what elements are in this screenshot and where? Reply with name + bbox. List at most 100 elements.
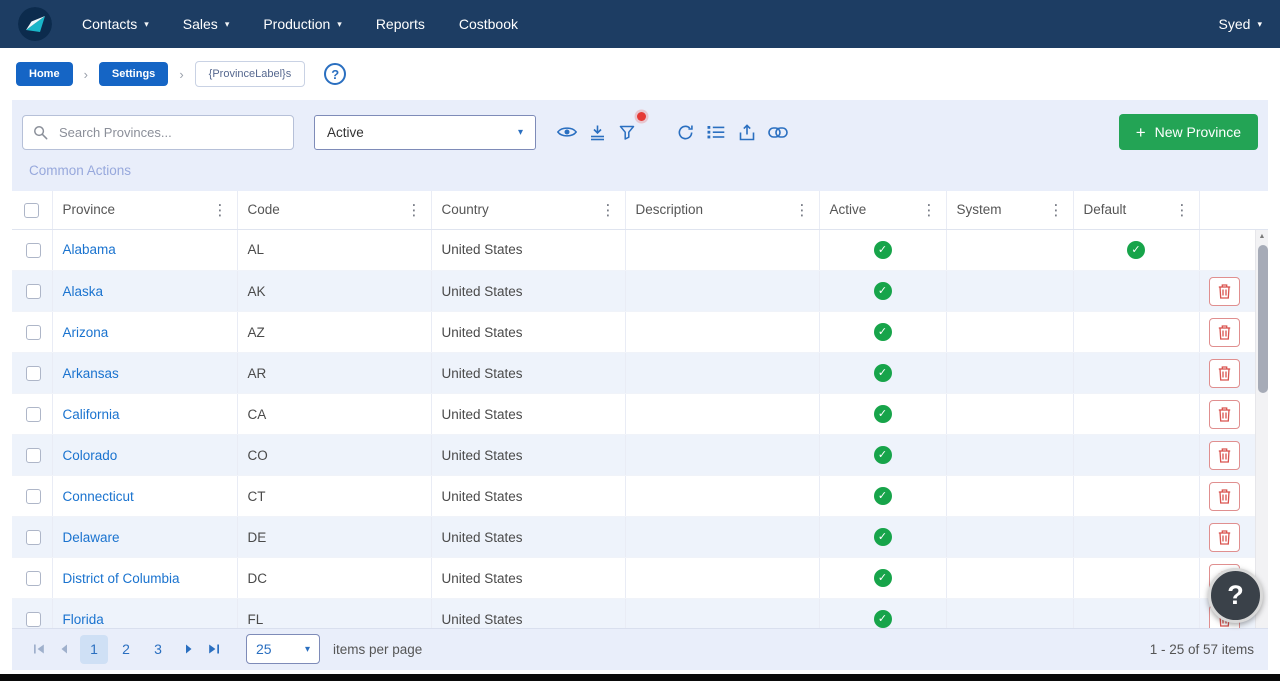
province-link[interactable]: Florida — [62, 611, 104, 627]
scrollbar-thumb[interactable] — [1257, 244, 1268, 393]
page-range-summary: 1 - 25 of 57 items — [1149, 641, 1254, 657]
export-icon[interactable] — [732, 117, 762, 147]
column-menu-icon[interactable]: ⋮ — [600, 201, 616, 219]
refresh-icon[interactable] — [670, 117, 700, 147]
status-filter-select[interactable]: Active ▾ — [314, 114, 536, 150]
link-icon[interactable] — [763, 117, 793, 147]
trash-icon — [1218, 324, 1230, 340]
breadcrumb-home[interactable]: Home — [16, 62, 73, 86]
select-all-checkbox[interactable] — [24, 202, 40, 218]
delete-button[interactable] — [1208, 522, 1240, 552]
column-menu-icon[interactable]: ⋮ — [212, 201, 228, 219]
column-menu-icon[interactable]: ⋮ — [406, 201, 422, 219]
province-link[interactable]: California — [62, 406, 120, 422]
grid-body-table: Alabama AL United States ✓ ✓ ✓ Alaska AK… — [12, 229, 1268, 628]
province-link[interactable]: Connecticut — [62, 488, 134, 504]
table-row: District of Columbia DC United States ✓ … — [12, 557, 1268, 599]
column-header-description: Description ⋮ — [625, 191, 820, 230]
nav-menu: Contacts ▾ Sales ▾ Production ▾ Reports Costboo… — [82, 16, 518, 32]
country-cell: United States — [431, 393, 626, 435]
active-check-icon: ✓ — [873, 487, 892, 506]
column-header-code: Code ⋮ — [237, 191, 432, 230]
code-cell: CA — [237, 393, 432, 435]
column-menu-icon[interactable]: ⋮ — [921, 201, 937, 219]
country-cell: United States — [431, 475, 626, 517]
nav-item-label: Sales — [182, 16, 218, 32]
page-button-1[interactable]: 1 — [80, 634, 108, 664]
page-size-value: 25 — [256, 641, 272, 657]
row-checkbox[interactable] — [26, 611, 42, 627]
province-link[interactable]: Colorado — [62, 447, 118, 463]
nav-item-production[interactable]: Production ▾ — [263, 16, 341, 32]
vertical-scrollbar[interactable]: ▲ — [1255, 229, 1268, 628]
new-province-button[interactable]: + New Province — [1118, 114, 1258, 150]
floating-help-button[interactable]: ? — [1208, 568, 1263, 623]
description-cell — [625, 598, 820, 628]
province-link[interactable]: Alaska — [62, 283, 104, 299]
delete-button[interactable] — [1208, 276, 1240, 306]
column-menu-icon[interactable]: ⋮ — [1048, 201, 1064, 219]
row-checkbox[interactable] — [26, 488, 42, 504]
nav-item-contacts[interactable]: Contacts ▾ — [82, 16, 149, 32]
breadcrumb-settings[interactable]: Settings — [98, 62, 169, 86]
description-cell — [625, 434, 820, 476]
search-input[interactable] — [57, 123, 283, 141]
row-checkbox[interactable] — [26, 283, 42, 299]
country-cell: United States — [431, 434, 626, 476]
breadcrumb-separator-icon: › — [83, 66, 88, 82]
default-check-icon: ✓ — [1127, 241, 1145, 259]
code-cell: AR — [237, 352, 432, 394]
province-link[interactable]: Arkansas — [62, 365, 119, 381]
nav-item-costbook[interactable]: Costbook — [459, 16, 518, 32]
description-cell — [625, 475, 820, 517]
filter-icon[interactable] — [612, 112, 646, 147]
province-link[interactable]: Delaware — [62, 529, 120, 545]
next-page-button[interactable] — [176, 636, 201, 662]
prev-page-button[interactable] — [51, 636, 76, 662]
page-size-select[interactable]: 25 ▾ — [246, 634, 320, 664]
provinces-grid: Province ⋮ Code ⋮ Country ⋮ Description ⋮ Active… — [12, 191, 1268, 628]
code-cell: AL — [237, 229, 432, 271]
delete-button[interactable] — [1208, 399, 1240, 429]
country-cell: United States — [431, 229, 626, 271]
trash-icon — [1218, 529, 1230, 545]
page-button-2[interactable]: 2 — [112, 635, 140, 664]
insert-column-icon[interactable] — [582, 117, 612, 147]
description-cell — [625, 311, 820, 353]
description-cell — [625, 516, 820, 558]
row-checkbox[interactable] — [26, 324, 42, 340]
row-checkbox[interactable] — [26, 406, 42, 422]
row-checkbox[interactable] — [26, 447, 42, 463]
row-checkbox[interactable] — [26, 529, 42, 545]
status-filter-value: Active — [327, 124, 364, 140]
active-check-icon: ✓ — [873, 323, 892, 342]
code-cell: DC — [237, 557, 432, 599]
row-checkbox[interactable] — [26, 365, 42, 381]
scroll-up-arrow-icon[interactable]: ▲ — [1258, 233, 1266, 240]
first-page-button[interactable] — [26, 636, 51, 662]
user-menu[interactable]: Syed ▾ — [1219, 16, 1262, 32]
province-link[interactable]: Alabama — [62, 242, 116, 258]
province-link[interactable]: District of Columbia — [62, 570, 180, 586]
delete-button[interactable] — [1208, 481, 1240, 511]
nav-item-sales[interactable]: Sales ▾ — [183, 16, 230, 32]
chevron-down-icon: ▾ — [337, 18, 342, 29]
last-page-button[interactable] — [201, 636, 226, 662]
table-row: Arkansas AR United States ✓ ✓ ✓ — [12, 352, 1268, 394]
province-link[interactable]: Arizona — [62, 324, 109, 340]
row-checkbox[interactable] — [26, 242, 42, 258]
list-view-icon[interactable] — [701, 117, 731, 147]
page-button-3[interactable]: 3 — [144, 635, 172, 664]
delete-button[interactable] — [1208, 440, 1240, 470]
column-menu-icon[interactable]: ⋮ — [1174, 201, 1190, 219]
column-menu-icon[interactable]: ⋮ — [794, 201, 810, 219]
app-logo[interactable] — [18, 7, 52, 41]
delete-button[interactable] — [1208, 317, 1240, 347]
eye-icon[interactable] — [552, 117, 582, 147]
delete-button[interactable] — [1208, 358, 1240, 388]
row-checkbox[interactable] — [26, 570, 42, 586]
help-icon[interactable]: ? — [324, 63, 347, 85]
action-icon-group — [670, 117, 793, 147]
nav-item-reports[interactable]: Reports — [376, 16, 425, 32]
